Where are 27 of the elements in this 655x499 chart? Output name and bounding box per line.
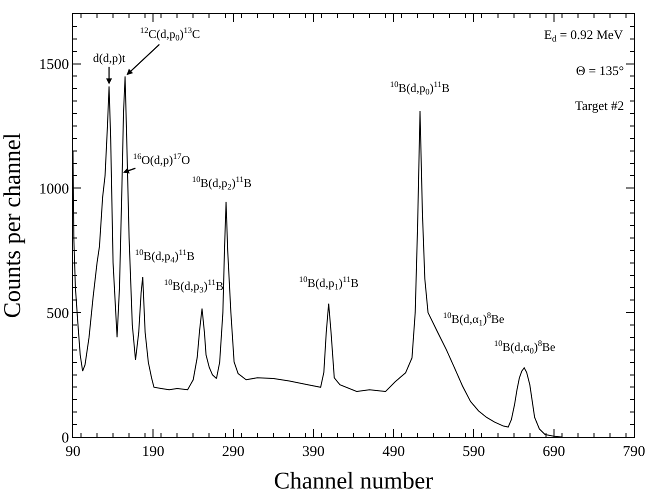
annotation: $^{10}$B(d,p$_{4}$)$^{11}$B bbox=[135, 248, 195, 265]
y-tick-label: 1000 bbox=[39, 181, 69, 198]
y-tick-label: 0 bbox=[62, 430, 69, 446]
x-tick-label: 690 bbox=[542, 444, 566, 460]
annotation: $^{10}$B(d,p$_{0}$)$^{11}$B bbox=[390, 80, 450, 97]
annotation: Target #2 bbox=[575, 98, 624, 113]
x-tick-label: 90 bbox=[66, 444, 80, 460]
annotation: $^{16}$O(d,p)$^{17}$O bbox=[133, 152, 190, 168]
annotation: $^{10}$B(d,p$_{2}$)$^{11}$B bbox=[192, 175, 252, 192]
annotation: d(d,p)t bbox=[93, 51, 126, 65]
annotation: $^{12}$C(d,p$_{0}$)$^{13}$C bbox=[140, 26, 200, 43]
annotation: E$_{d}$ = 0.92 MeV bbox=[544, 27, 624, 44]
annotation: $^{10}$B(d,p$_{1}$)$^{11}$B bbox=[299, 275, 359, 292]
x-tick-label: 490 bbox=[382, 444, 405, 460]
x-tick-label: 790 bbox=[622, 444, 646, 460]
annotation: $^{10}$B(d,α$_{0}$)$^{8}$Be bbox=[494, 339, 556, 356]
annotation: Θ = 135° bbox=[576, 63, 624, 78]
x-tick-label: 390 bbox=[302, 444, 325, 460]
x-tick-label: 290 bbox=[222, 444, 245, 460]
x-tick-label: 590 bbox=[462, 444, 485, 460]
y-tick-label: 1500 bbox=[39, 57, 69, 74]
annotation: $^{10}$B(d,p$_{3}$)$^{11}$B bbox=[164, 278, 224, 295]
y-axis-title: Counts per channel bbox=[0, 132, 26, 318]
annotation: $^{10}$B(d,α$_{1}$)$^{8}$Be bbox=[443, 311, 504, 328]
y-tick-label: 500 bbox=[46, 306, 69, 322]
x-tick-label: 190 bbox=[142, 444, 164, 460]
x-axis-title: Channel number bbox=[274, 468, 434, 494]
